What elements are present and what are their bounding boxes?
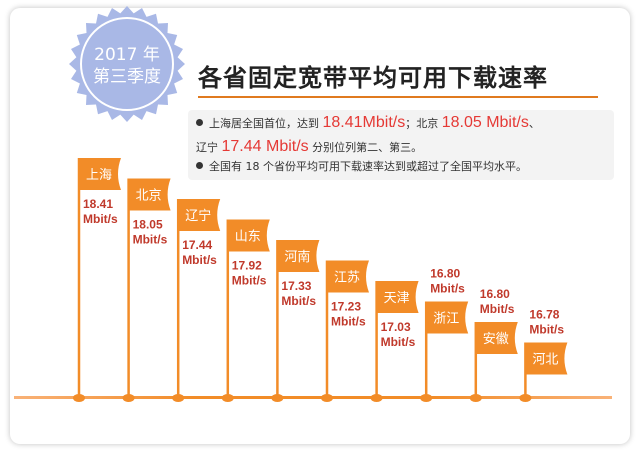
value-label-unit: Mbit/s bbox=[529, 323, 564, 337]
value-label-unit: Mbit/s bbox=[331, 315, 366, 329]
province-flag bbox=[327, 260, 369, 293]
note-1-value-shanghai: 18.41Mbit/s bbox=[322, 114, 406, 131]
value-label-number: 16.78 bbox=[529, 308, 559, 322]
province-label: 天津 bbox=[384, 291, 410, 306]
pole-base bbox=[370, 394, 383, 402]
value-label-number: 17.44 bbox=[182, 238, 212, 252]
note-1-value-beijing: 18.05 Mbit/s bbox=[441, 114, 529, 131]
pole-base bbox=[469, 394, 482, 402]
value-label-unit: Mbit/s bbox=[381, 335, 416, 349]
value-label-unit: Mbit/s bbox=[281, 294, 316, 308]
province-label: 上海 bbox=[86, 168, 112, 183]
pole-base bbox=[73, 394, 85, 402]
province-flag bbox=[128, 178, 171, 211]
value-label-number: 16.80 bbox=[480, 287, 510, 301]
quarter-badge bbox=[69, 6, 185, 122]
pole-base bbox=[221, 394, 234, 402]
note-2-text-a: 辽宁 bbox=[196, 141, 218, 154]
note-2-text-b: 分别位列第二、第三。 bbox=[312, 141, 423, 154]
value-label-number: 17.23 bbox=[331, 300, 361, 314]
badge-year: 2017 年 bbox=[94, 45, 160, 65]
pole-base bbox=[519, 394, 532, 402]
value-label-number: 16.80 bbox=[430, 267, 460, 281]
bullet-icon bbox=[196, 162, 203, 169]
value-label-unit: Mbit/s bbox=[430, 282, 465, 296]
value-label-unit: Mbit/s bbox=[182, 253, 217, 267]
value-label-number: 17.03 bbox=[381, 320, 411, 334]
province-flag bbox=[227, 219, 270, 252]
province-flag bbox=[525, 342, 568, 375]
province-label: 河南 bbox=[284, 249, 310, 265]
pole-base bbox=[271, 394, 284, 402]
value-label-unit: Mbit/s bbox=[83, 212, 118, 226]
note-line-2: 辽宁 17.44 Mbit/s 分别位列第二、第三。 bbox=[196, 138, 422, 156]
note-3-text: 全国有 18 个省份平均可用下载速率达到或超过了全国平均水平。 bbox=[209, 160, 527, 173]
province-label: 北京 bbox=[136, 189, 162, 204]
province-flag bbox=[426, 301, 469, 334]
province-flag bbox=[475, 322, 518, 354]
value-label-unit: Mbit/s bbox=[133, 233, 168, 247]
province-label: 河北 bbox=[532, 353, 558, 368]
value-label-number: 17.33 bbox=[281, 279, 311, 293]
province-flag bbox=[277, 240, 320, 272]
ground-line bbox=[14, 396, 612, 399]
province-label: 安徽 bbox=[483, 332, 509, 347]
pole-base bbox=[172, 394, 185, 402]
value-label-number: 18.05 bbox=[133, 218, 163, 232]
note-1-text-b: ；北京 bbox=[405, 117, 439, 130]
province-label: 江苏 bbox=[334, 270, 360, 286]
note-1-text-a: 上海居全国首位，达到 bbox=[209, 117, 319, 130]
pole-base bbox=[122, 394, 135, 402]
province-label: 辽宁 bbox=[185, 208, 211, 224]
province-label: 浙江 bbox=[433, 312, 459, 327]
value-label-number: 17.92 bbox=[232, 259, 262, 273]
province-flag bbox=[376, 281, 419, 313]
note-line-1: 上海居全国首位，达到 18.41Mbit/s；北京 18.05 Mbit/s、 bbox=[196, 114, 540, 132]
pole-base bbox=[321, 394, 333, 402]
province-flag bbox=[79, 158, 121, 190]
note-line-3: 全国有 18 个省份平均可用下载速率达到或超过了全国平均水平。 bbox=[196, 158, 527, 174]
badge-quarter: 第三季度 bbox=[93, 67, 161, 87]
pole-base bbox=[420, 394, 433, 402]
note-1-text-c: 、 bbox=[528, 117, 540, 130]
page-title: 各省固定宽带平均可用下载速率 bbox=[198, 64, 548, 92]
value-label-unit: Mbit/s bbox=[480, 302, 515, 316]
province-flag bbox=[178, 199, 221, 231]
bullet-icon bbox=[196, 119, 203, 126]
note-2-value-liaoning: 17.44 Mbit/s bbox=[221, 138, 309, 155]
title-underline bbox=[198, 96, 598, 98]
province-label: 山东 bbox=[235, 230, 261, 245]
value-label-number: 18.41 bbox=[83, 197, 113, 211]
notes-panel bbox=[188, 110, 614, 180]
value-label-unit: Mbit/s bbox=[232, 274, 267, 288]
